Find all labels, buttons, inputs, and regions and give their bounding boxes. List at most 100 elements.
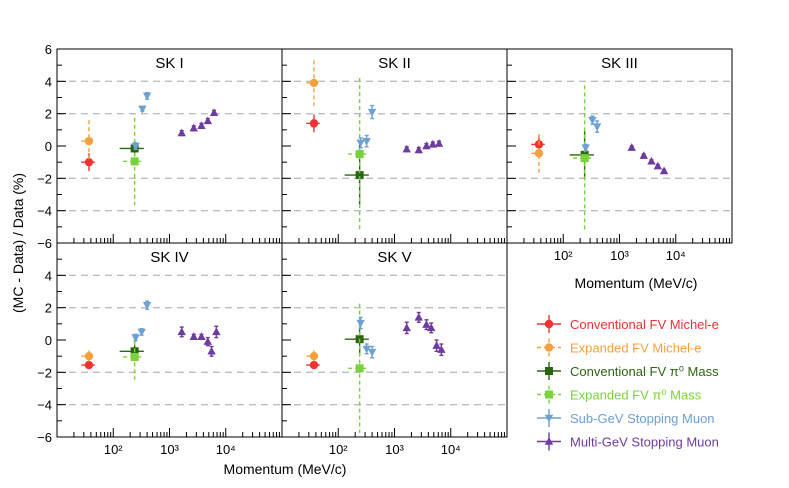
data-point bbox=[414, 145, 423, 154]
data-point bbox=[647, 156, 656, 165]
panel-title: SK IV bbox=[150, 249, 188, 266]
legend-marker bbox=[544, 319, 554, 329]
data-point bbox=[422, 141, 431, 150]
data-point bbox=[309, 78, 319, 88]
x-tick-label: 10³ bbox=[160, 442, 179, 457]
data-point bbox=[197, 332, 206, 340]
x-tick-label: 10⁴ bbox=[666, 248, 686, 263]
panel-title: SK V bbox=[377, 249, 411, 266]
data-point bbox=[197, 121, 206, 129]
y-tick-label: −2 bbox=[37, 365, 52, 380]
legend-label: Sub-GeV Stopping Muon bbox=[570, 411, 715, 426]
y-tick-label: −6 bbox=[37, 236, 52, 251]
legend-marker bbox=[544, 343, 554, 352]
data-point bbox=[356, 139, 365, 148]
data-point bbox=[414, 312, 423, 321]
data-point bbox=[177, 128, 186, 137]
x-tick-label: 10⁴ bbox=[216, 442, 236, 457]
y-tick-label: 2 bbox=[45, 107, 52, 122]
y-tick-label: 4 bbox=[45, 268, 52, 283]
frame-layer: SK I SK II SK III SK IV SK V 6 4 2 0 −2 −4 −6 4 2 0 −2 −… bbox=[37, 42, 733, 457]
y-tick-label: −6 bbox=[37, 430, 52, 445]
x-tick-label: 10² bbox=[104, 442, 123, 457]
data-point bbox=[580, 154, 589, 163]
data-point bbox=[355, 171, 364, 180]
data-point bbox=[659, 166, 669, 175]
y-tick-label: −4 bbox=[37, 398, 52, 413]
x-tick-label: 10³ bbox=[610, 248, 629, 263]
panel-title: SK III bbox=[601, 55, 638, 72]
x-tick-label: 10² bbox=[554, 248, 573, 263]
data-point bbox=[212, 327, 221, 336]
legend-marker bbox=[544, 437, 554, 445]
data-point bbox=[131, 142, 140, 151]
data-point bbox=[627, 143, 636, 151]
data-point bbox=[130, 352, 139, 361]
data-point bbox=[309, 360, 319, 370]
data-point bbox=[84, 136, 94, 146]
data-point bbox=[355, 150, 364, 159]
data-point bbox=[207, 346, 216, 355]
data-point bbox=[437, 345, 446, 353]
data-point bbox=[309, 119, 319, 128]
data-point bbox=[534, 149, 544, 158]
legend-marker bbox=[545, 390, 553, 399]
y-axis-label: (MC - Data) / Data (%) bbox=[10, 173, 26, 313]
data-point bbox=[588, 116, 597, 125]
data-point bbox=[427, 323, 436, 332]
y-tick-label: 4 bbox=[45, 74, 52, 89]
legend-label: Expanded FV π⁰ Mass bbox=[570, 388, 702, 403]
legend-label: Conventional FV π⁰ Mass bbox=[570, 364, 719, 379]
data-point bbox=[428, 139, 438, 148]
data-point bbox=[367, 108, 377, 117]
data-point bbox=[131, 334, 140, 343]
data-point bbox=[639, 151, 648, 159]
data-point bbox=[203, 337, 213, 345]
legend-label: Expanded FV Michel-e bbox=[570, 341, 702, 356]
data-point bbox=[592, 123, 602, 132]
y-tick-label: 2 bbox=[45, 301, 52, 316]
data-point bbox=[84, 360, 94, 370]
data-point bbox=[209, 108, 219, 117]
data-point bbox=[84, 351, 94, 361]
legend: Conventional FV Michel-e Expanded FV Mich… bbox=[537, 315, 719, 451]
y-tick-label: 0 bbox=[45, 333, 52, 348]
data-point bbox=[138, 105, 147, 114]
data-point bbox=[142, 92, 152, 101]
y-tick-label: 0 bbox=[45, 139, 52, 154]
data-point bbox=[402, 144, 411, 153]
panel-frame bbox=[56, 242, 283, 438]
data-point bbox=[432, 341, 441, 349]
data-point bbox=[422, 320, 431, 328]
y-tick-label: −4 bbox=[37, 204, 52, 219]
data-point bbox=[362, 137, 371, 146]
data-point bbox=[356, 319, 365, 328]
data-point bbox=[434, 139, 444, 147]
data-point bbox=[581, 144, 590, 153]
data-point bbox=[355, 364, 364, 373]
panel-title: SK II bbox=[378, 55, 411, 72]
panel-title: SK I bbox=[155, 55, 183, 72]
data-point bbox=[402, 323, 411, 332]
panel-frame bbox=[56, 48, 283, 244]
data-point bbox=[137, 328, 146, 337]
x-tick-label: 10³ bbox=[385, 442, 404, 457]
data-point bbox=[189, 332, 198, 340]
y-tick-label: −2 bbox=[37, 171, 52, 186]
x-axis-label-sk3: Momentum (MeV/c) bbox=[575, 275, 698, 291]
legend-label: Conventional FV Michel-e bbox=[570, 317, 719, 332]
legend-label: Multi-GeV Stopping Muon bbox=[570, 435, 719, 450]
x-axis-label-bottom: Momentum (MeV/c) bbox=[224, 461, 347, 477]
data-point bbox=[309, 351, 319, 361]
panel-frame bbox=[281, 48, 508, 244]
data-point bbox=[653, 161, 663, 170]
gridline-layer bbox=[57, 80, 732, 406]
x-tick-label: 10⁴ bbox=[441, 442, 461, 457]
data-point bbox=[189, 123, 198, 132]
data-point bbox=[142, 302, 152, 310]
legend-marker bbox=[544, 414, 554, 423]
data-point bbox=[177, 327, 186, 336]
data-point bbox=[130, 157, 139, 166]
data-point bbox=[367, 348, 377, 357]
